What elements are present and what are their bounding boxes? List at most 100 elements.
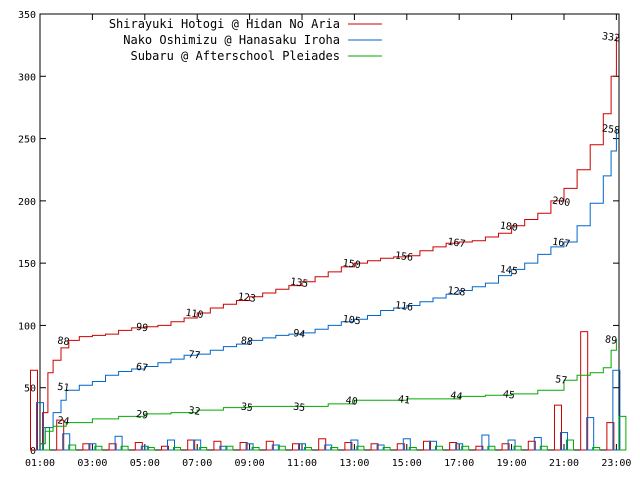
hourly-bar xyxy=(513,445,522,451)
data-label: 44 xyxy=(450,390,463,403)
bars-layer xyxy=(30,331,627,451)
hourly-bar xyxy=(199,447,208,451)
data-label: 128 xyxy=(447,285,466,298)
x-tick-label: 01:00 xyxy=(25,458,55,469)
hourly-bar xyxy=(501,443,510,451)
data-label: 156 xyxy=(394,250,413,263)
x-tick-label: 09:00 xyxy=(235,458,265,469)
x-tick-label: 21:00 xyxy=(549,458,579,469)
x-tick-label: 03:00 xyxy=(77,458,107,469)
data-label: 200 xyxy=(551,196,570,209)
hourly-bar xyxy=(382,447,391,451)
hourly-bar xyxy=(166,439,175,451)
lines-layer xyxy=(40,36,617,445)
hourly-bar xyxy=(580,331,589,451)
hourly-bar xyxy=(408,447,417,451)
y-tick-label: 150 xyxy=(18,259,36,270)
data-label: 89 xyxy=(604,334,617,347)
hourly-bar xyxy=(239,442,248,451)
hourly-bar xyxy=(213,440,222,451)
data-label: 57 xyxy=(554,374,567,387)
hourly-bar xyxy=(82,443,91,451)
hourly-bar xyxy=(612,369,621,451)
legend-label: Nako Oshimizu @ Hanasaku Iroha xyxy=(123,33,340,47)
hourly-bar xyxy=(618,415,627,451)
hourly-bar xyxy=(277,445,286,451)
hourly-bar xyxy=(94,445,103,451)
x-tick-label: 19:00 xyxy=(497,458,527,469)
hourly-bar xyxy=(108,443,117,451)
hourly-bar xyxy=(251,447,260,451)
x-tick-label: 15:00 xyxy=(392,458,422,469)
legend-label: Shirayuki Hotogi @ Hidan No Aria xyxy=(109,17,340,31)
data-label: 150 xyxy=(342,258,361,271)
hourly-bar xyxy=(56,419,65,451)
data-label: 94 xyxy=(292,328,305,341)
data-label: 180 xyxy=(499,221,518,234)
series-line xyxy=(40,339,617,445)
data-label: 88 xyxy=(240,336,253,349)
plot-frame xyxy=(39,13,620,451)
y-tick-label: 350 xyxy=(18,10,36,21)
x-tick-label: 07:00 xyxy=(182,458,212,469)
hourly-bar xyxy=(225,445,234,451)
hourly-bar xyxy=(62,433,71,451)
hourly-bar xyxy=(487,445,496,451)
data-label: 135 xyxy=(289,277,308,290)
hourly-bar xyxy=(88,443,97,451)
data-label: 167 xyxy=(551,237,570,250)
hourly-bar xyxy=(172,447,181,451)
hourly-bar xyxy=(539,445,548,451)
hourly-bar xyxy=(533,437,542,451)
hourly-bar xyxy=(428,440,437,451)
hourly-bar xyxy=(356,445,365,451)
data-label: 145 xyxy=(499,264,518,277)
x-tick-label: 23:00 xyxy=(601,458,631,469)
data-label: 45 xyxy=(502,389,515,402)
hourly-bar xyxy=(350,439,359,451)
y-tick-label: 100 xyxy=(18,321,36,332)
hourly-bar xyxy=(461,445,470,451)
axes: 0 50 100 150 200 250 300 350 01:00 03:00 05:00 07:0… xyxy=(18,10,631,469)
data-label: 88 xyxy=(57,336,70,349)
hourly-bar xyxy=(114,435,123,451)
x-tick-label: 17:00 xyxy=(444,458,474,469)
hourly-bar xyxy=(271,444,280,451)
data-label: 24 xyxy=(57,415,70,428)
data-label: 29 xyxy=(135,409,148,422)
legend: Shirayuki Hotogi @ Hidan No Aria Nako Osh… xyxy=(109,17,382,63)
hourly-bar xyxy=(565,439,574,451)
hourly-bar xyxy=(30,369,38,451)
data-label: 35 xyxy=(292,402,305,415)
hourly-bar xyxy=(586,417,595,451)
legend-label: Subaru @ Afterschool Pleiades xyxy=(130,49,340,63)
hourly-bar xyxy=(187,439,196,451)
x-tick-label: 13:00 xyxy=(339,458,369,469)
y-tick-label: 300 xyxy=(18,72,36,83)
hourly-bar xyxy=(303,447,312,451)
series-line xyxy=(40,36,617,445)
hourly-bar xyxy=(422,440,431,451)
data-label: 77 xyxy=(188,349,201,362)
hourly-bar xyxy=(146,447,155,451)
hourly-bar xyxy=(160,445,169,451)
hourly-bar xyxy=(193,439,202,451)
data-label: 41 xyxy=(397,394,410,407)
hourly-bar xyxy=(140,445,149,451)
hourly-bar xyxy=(434,445,443,451)
x-tick-label: 05:00 xyxy=(130,458,160,469)
hourly-bar xyxy=(481,434,490,451)
data-label: 35 xyxy=(240,402,253,415)
hourly-bar xyxy=(553,404,562,451)
hourly-bar xyxy=(297,443,306,451)
hourly-bar xyxy=(606,422,615,451)
hourly-bar xyxy=(527,440,536,451)
data-label: 116 xyxy=(394,300,413,313)
hourly-bar xyxy=(318,438,327,451)
hourly-bar xyxy=(396,443,405,451)
data-labels-layer: 88 99 110 123 135 150 156 167 180 200 332 51 67 77 88 9… xyxy=(57,31,621,428)
y-tick-label: 200 xyxy=(18,197,36,208)
data-label: 110 xyxy=(185,308,204,321)
hourly-bar xyxy=(507,439,516,451)
